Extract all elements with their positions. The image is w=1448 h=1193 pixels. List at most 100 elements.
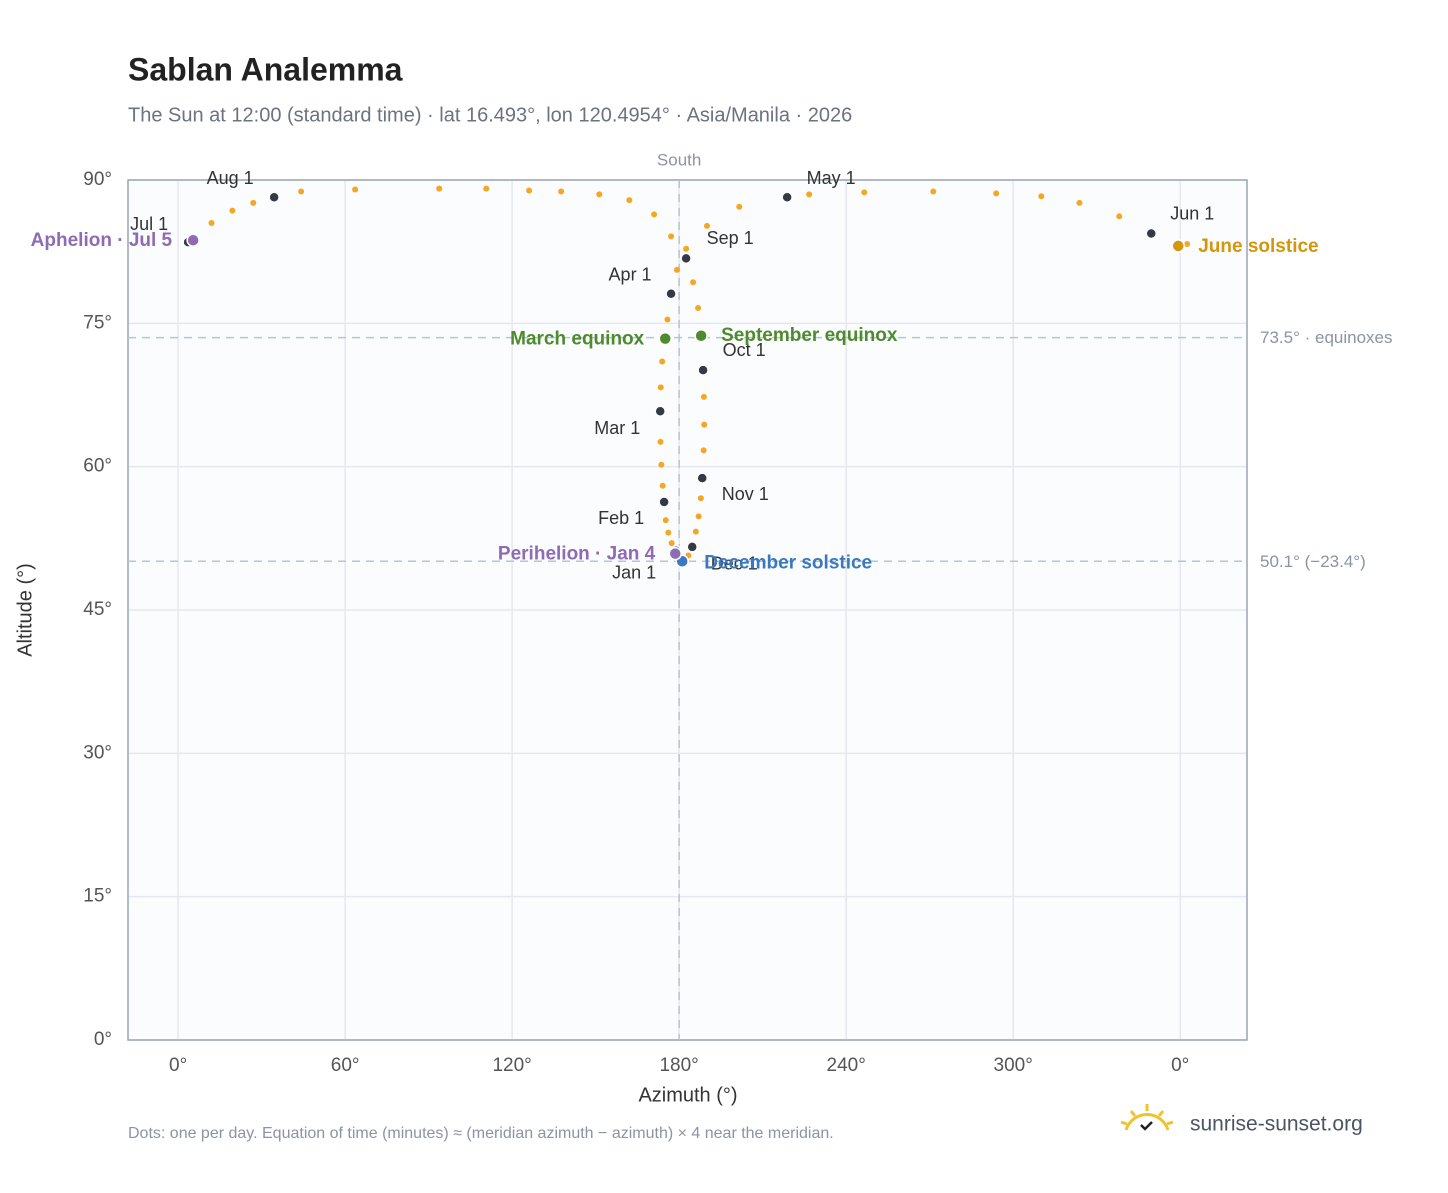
reference-label: 50.1° (−23.4°) bbox=[1260, 552, 1366, 571]
day-dot bbox=[668, 233, 675, 240]
month-label: Sep 1 bbox=[707, 228, 754, 248]
day-dot bbox=[930, 188, 937, 195]
day-dot bbox=[1076, 199, 1083, 206]
day-dot bbox=[229, 207, 236, 214]
day-dot bbox=[298, 188, 305, 195]
month-label: Jul 1 bbox=[130, 214, 168, 234]
month-marker bbox=[686, 541, 698, 553]
month-marker bbox=[665, 287, 677, 300]
day-dot bbox=[596, 191, 603, 198]
day-dot bbox=[558, 188, 565, 195]
event-label: Perihelion · Jan 4 bbox=[498, 544, 656, 565]
month-marker bbox=[658, 496, 670, 508]
y-tick-label: 60° bbox=[83, 456, 112, 477]
day-dot bbox=[659, 358, 666, 365]
x-tick-label: 0° bbox=[169, 1055, 187, 1076]
x-tick-label: 0° bbox=[1171, 1055, 1189, 1076]
day-dot bbox=[651, 211, 658, 218]
day-dot bbox=[1184, 241, 1191, 248]
day-dot bbox=[352, 186, 359, 193]
x-tick-label: 180° bbox=[659, 1055, 698, 1076]
event-marker bbox=[694, 329, 708, 343]
day-dot bbox=[658, 461, 665, 468]
day-dot bbox=[657, 384, 664, 391]
month-marker bbox=[781, 191, 793, 203]
event-marker bbox=[668, 546, 683, 561]
month-label: May 1 bbox=[807, 168, 856, 188]
day-dot bbox=[673, 266, 680, 273]
footnote: Dots: one per day. Equation of time (min… bbox=[128, 1125, 834, 1142]
month-label: Feb 1 bbox=[598, 508, 644, 528]
day-dot bbox=[690, 279, 697, 286]
reference-label: 73.5° · equinoxes bbox=[1260, 328, 1393, 347]
day-dot bbox=[861, 189, 868, 196]
event-label: September equinox bbox=[721, 325, 898, 346]
month-label: Mar 1 bbox=[594, 418, 640, 438]
x-axis-label: Azimuth (°) bbox=[638, 1084, 737, 1106]
day-dot bbox=[208, 220, 215, 226]
event-marker bbox=[186, 233, 200, 247]
day-dot bbox=[692, 528, 699, 535]
month-label: Nov 1 bbox=[722, 484, 769, 504]
month-marker bbox=[697, 364, 709, 376]
day-dot bbox=[657, 438, 664, 445]
day-dot bbox=[993, 190, 1000, 197]
day-dot bbox=[664, 316, 671, 323]
event-marker bbox=[1171, 239, 1185, 253]
event-label: Aphelion · Jul 5 bbox=[31, 230, 173, 251]
day-dot bbox=[701, 421, 708, 428]
month-label: Jan 1 bbox=[612, 563, 656, 583]
day-dot bbox=[703, 222, 710, 229]
plot-frame bbox=[127, 179, 1248, 1041]
month-label: Aug 1 bbox=[207, 168, 254, 188]
month-marker bbox=[680, 252, 692, 265]
day-dot bbox=[695, 305, 702, 312]
brand-logo bbox=[1120, 1104, 1174, 1131]
day-dot bbox=[659, 482, 666, 489]
month-marker bbox=[696, 472, 709, 484]
month-label: Apr 1 bbox=[609, 264, 652, 284]
event-marker bbox=[658, 331, 672, 346]
y-tick-label: 75° bbox=[83, 312, 112, 333]
x-tick-label: 300° bbox=[994, 1055, 1033, 1076]
chart-title: Sablan Analemma bbox=[128, 51, 403, 87]
x-tick-label: 120° bbox=[492, 1055, 531, 1076]
event-label: March equinox bbox=[510, 329, 645, 350]
day-dot bbox=[700, 447, 707, 454]
day-dot bbox=[626, 197, 633, 204]
day-dot bbox=[1116, 213, 1123, 220]
month-marker bbox=[654, 405, 666, 417]
day-dot bbox=[662, 517, 669, 524]
chart-subtitle: The Sun at 12:00 (standard time) · lat 1… bbox=[128, 104, 852, 126]
day-dot bbox=[1038, 193, 1045, 200]
day-dot bbox=[700, 393, 707, 400]
reference-label: South bbox=[657, 150, 701, 169]
day-dot bbox=[668, 540, 675, 547]
month-label: Oct 1 bbox=[723, 340, 766, 360]
month-label: Jun 1 bbox=[1170, 203, 1214, 223]
day-dot bbox=[483, 185, 490, 192]
day-dot bbox=[665, 529, 672, 536]
day-dot bbox=[683, 245, 690, 252]
day-dot bbox=[806, 191, 813, 198]
month-marker bbox=[1145, 227, 1157, 240]
day-dot bbox=[250, 199, 257, 206]
month-label: Dec 1 bbox=[711, 554, 758, 574]
month-marker bbox=[268, 191, 280, 203]
day-dot bbox=[697, 495, 704, 502]
y-tick-label: 45° bbox=[83, 599, 112, 620]
y-tick-label: 15° bbox=[83, 886, 112, 907]
y-tick-label: 90° bbox=[83, 169, 112, 190]
x-tick-label: 60° bbox=[331, 1055, 360, 1076]
day-dot bbox=[736, 203, 743, 210]
y-tick-label: 0° bbox=[94, 1029, 112, 1050]
brand: sunrise-sunset.org bbox=[1190, 1113, 1363, 1136]
day-dot bbox=[436, 185, 443, 192]
x-tick-label: 240° bbox=[827, 1055, 866, 1076]
y-axis-label: Altitude (°) bbox=[14, 563, 36, 657]
y-tick-label: 30° bbox=[83, 742, 112, 763]
event-label: December solstice bbox=[704, 552, 872, 573]
day-dot bbox=[695, 513, 702, 520]
day-dot bbox=[526, 187, 533, 194]
